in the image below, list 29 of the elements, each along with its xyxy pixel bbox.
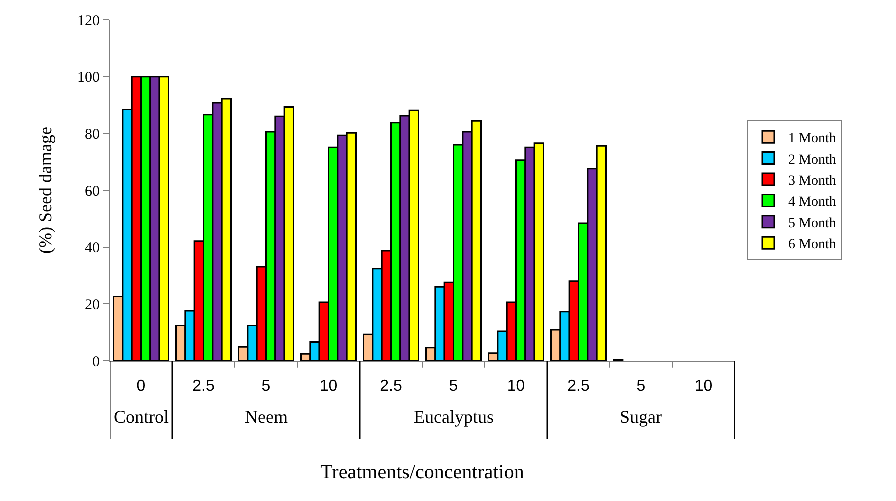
legend-label: 5 Month [788,216,836,232]
legend-label: 3 Month [788,174,836,189]
text: Neem [245,407,288,427]
x-tick-label: 2.5 [192,378,215,396]
text: Control [114,407,170,427]
y-tick-label: 60 [85,184,100,200]
x-tick-label: 0 [136,378,146,396]
legend-label: 1 Month [788,132,836,147]
y-tick-label: 40 [85,240,100,257]
x-tick-label: 5 [449,378,458,396]
x-tick-label: 10 [507,378,526,396]
x-tick-label: 10 [320,378,338,396]
y-axis-title: (%) Seed damage [36,127,56,254]
x-tick-label: 2.5 [568,378,590,396]
y-tick-label: 80 [85,126,100,143]
text: Sugar [620,407,662,427]
y-tick-label: 0 [92,354,100,370]
x-tick-label: 2.5 [380,378,402,396]
legend-label: 2 Month [788,152,836,168]
x-tick-label: 5 [636,378,646,396]
y-tick-label: 100 [78,70,100,86]
y-tick-label: 20 [85,297,100,314]
x-axis-title: Treatments/concentration [320,462,524,484]
text: Eucalyptus [414,407,494,427]
legend-label: 4 Month [788,195,836,210]
x-tick-label: 10 [694,378,713,396]
legend-label: 6 Month [788,238,836,253]
x-tick-label: 5 [262,378,271,396]
y-tick-label: 120 [78,13,100,30]
